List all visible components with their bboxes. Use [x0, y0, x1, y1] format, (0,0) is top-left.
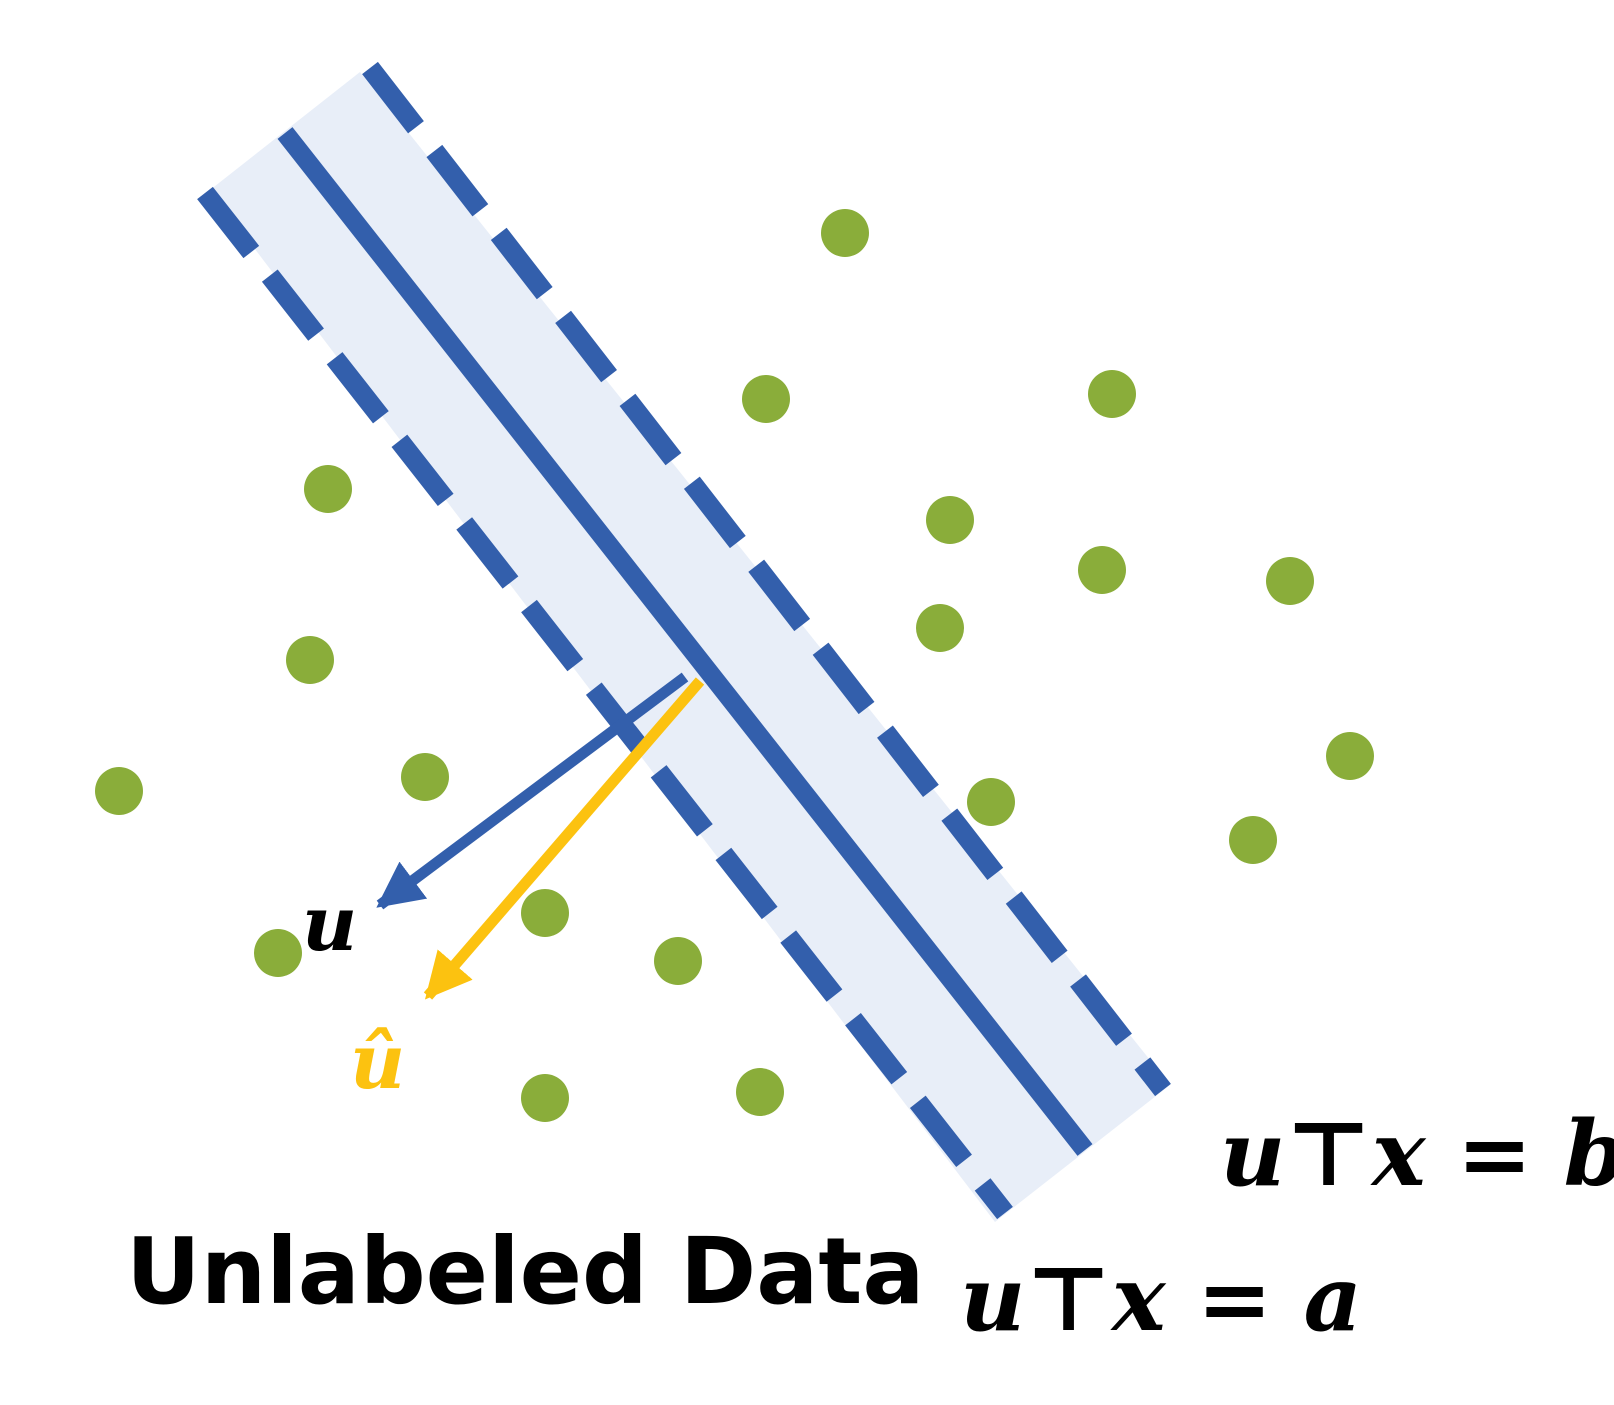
- data-point: [1088, 370, 1136, 418]
- u-label: u: [302, 879, 357, 968]
- data-point: [1326, 732, 1374, 780]
- data-point: [521, 1074, 569, 1122]
- data-point: [654, 937, 702, 985]
- u-hat-label: û: [350, 1017, 405, 1106]
- data-point: [304, 465, 352, 513]
- boundary-line-a: [197, 186, 1013, 1220]
- data-point: [1078, 546, 1126, 594]
- data-point: [1266, 557, 1314, 605]
- data-point: [967, 778, 1015, 826]
- data-point: [926, 496, 974, 544]
- u-arrow: [376, 672, 689, 910]
- boundary-a-label: u⊤x = a: [960, 1246, 1362, 1352]
- data-point: [286, 636, 334, 684]
- boundary-b-label: u⊤x = b: [1220, 1101, 1614, 1207]
- data-point: [401, 753, 449, 801]
- data-point: [1229, 816, 1277, 864]
- data-point: [742, 375, 790, 423]
- center-line: [277, 127, 1093, 1156]
- data-point: [254, 929, 302, 977]
- u-hat-arrow: [423, 677, 705, 1000]
- caption: Unlabeled Data: [126, 1218, 924, 1325]
- data-point: [821, 209, 869, 257]
- unlabeled-points: [95, 209, 1374, 1122]
- data-point: [95, 767, 143, 815]
- data-point: [521, 889, 569, 937]
- boundary-line-b: [362, 61, 1171, 1097]
- data-point: [916, 604, 964, 652]
- data-point: [736, 1068, 784, 1116]
